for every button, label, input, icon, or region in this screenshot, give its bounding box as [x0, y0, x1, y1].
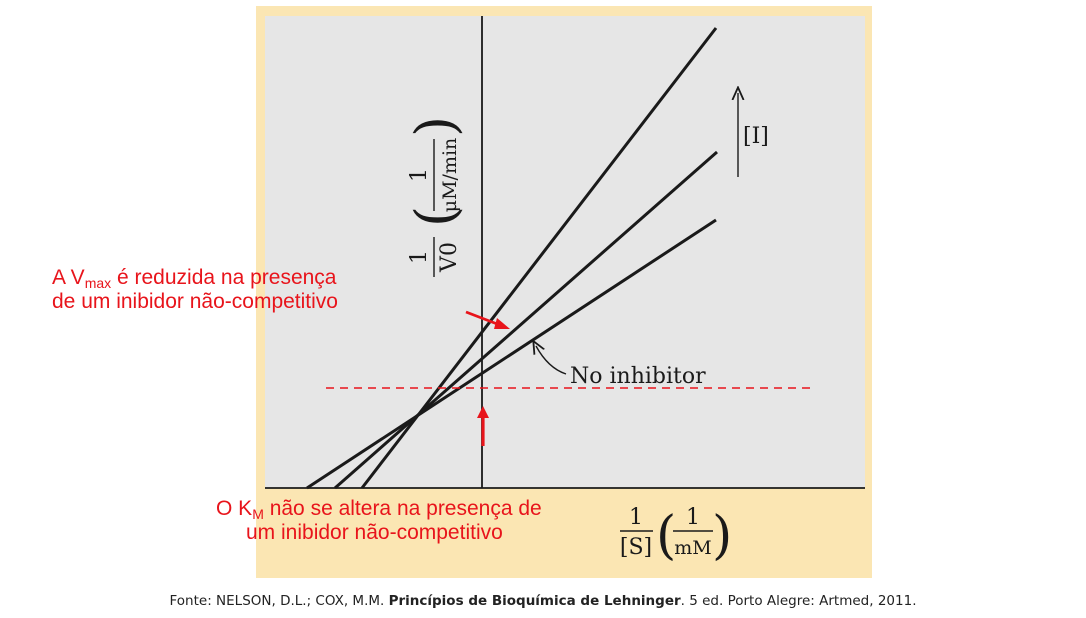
y-label-unit-denominator: μM/min [439, 138, 461, 213]
km-line2: um inibidor não-competitivo [246, 521, 503, 544]
x-label-denominator: [S] [620, 535, 652, 560]
intercept-arrow [477, 406, 489, 446]
x-label-paren-open: ( [656, 506, 676, 566]
vmax-annotation: A Vmax é reduzida na presença de um inib… [52, 266, 338, 314]
caption-prefix: Fonte: NELSON, D.L.; COX, M.M. [169, 593, 389, 609]
x-axis-label: 1 [S] ( 1 mM ) [620, 505, 732, 566]
km-subscript: M [252, 506, 264, 522]
vmax-subscript: max [84, 275, 112, 291]
y-axis-label: 1 V0 ( 1 μM/min ) [404, 116, 467, 277]
km-prefix: O K [216, 497, 253, 520]
inhibitor-arrow-label: [I] [743, 124, 769, 149]
y-label-denominator: V0 [437, 242, 462, 273]
vmax-arrow [465, 310, 510, 329]
no-inhibitor-pointer [536, 346, 567, 375]
source-caption: Fonte: NELSON, D.L.; COX, M.M. Princípio… [0, 593, 1086, 609]
plot-area [265, 16, 865, 488]
x-label-numerator: 1 [629, 505, 643, 530]
line-low-inhibitor [334, 150, 718, 490]
x-label-unit-numerator: 1 [686, 505, 700, 530]
y-label-numerator: 1 [407, 250, 432, 264]
line-no-inhibitor [306, 218, 717, 490]
x-label-paren-close: ) [712, 506, 732, 566]
caption-suffix: . 5 ed. Porto Alegre: Artmed, 2011. [680, 593, 917, 609]
caption-title: Princípios de Bioquímica de Lehninger [388, 593, 681, 609]
no-inhibitor-label: No inhibitor [570, 364, 706, 389]
vmax-line2: de um inibidor não-competitivo [52, 290, 338, 313]
km-rest: não se altera na presença de [263, 497, 542, 520]
km-annotation: O KM não se altera na presença de um ini… [216, 497, 542, 545]
y-label-paren-open: ( [404, 206, 467, 227]
y-label-unit-numerator: 1 [407, 168, 432, 182]
vmax-prefix: A V [52, 266, 85, 289]
vmax-rest: é reduzida na presença [111, 266, 337, 289]
x-label-unit-denominator: mM [674, 537, 711, 559]
y-label-paren-close: ) [404, 116, 467, 137]
